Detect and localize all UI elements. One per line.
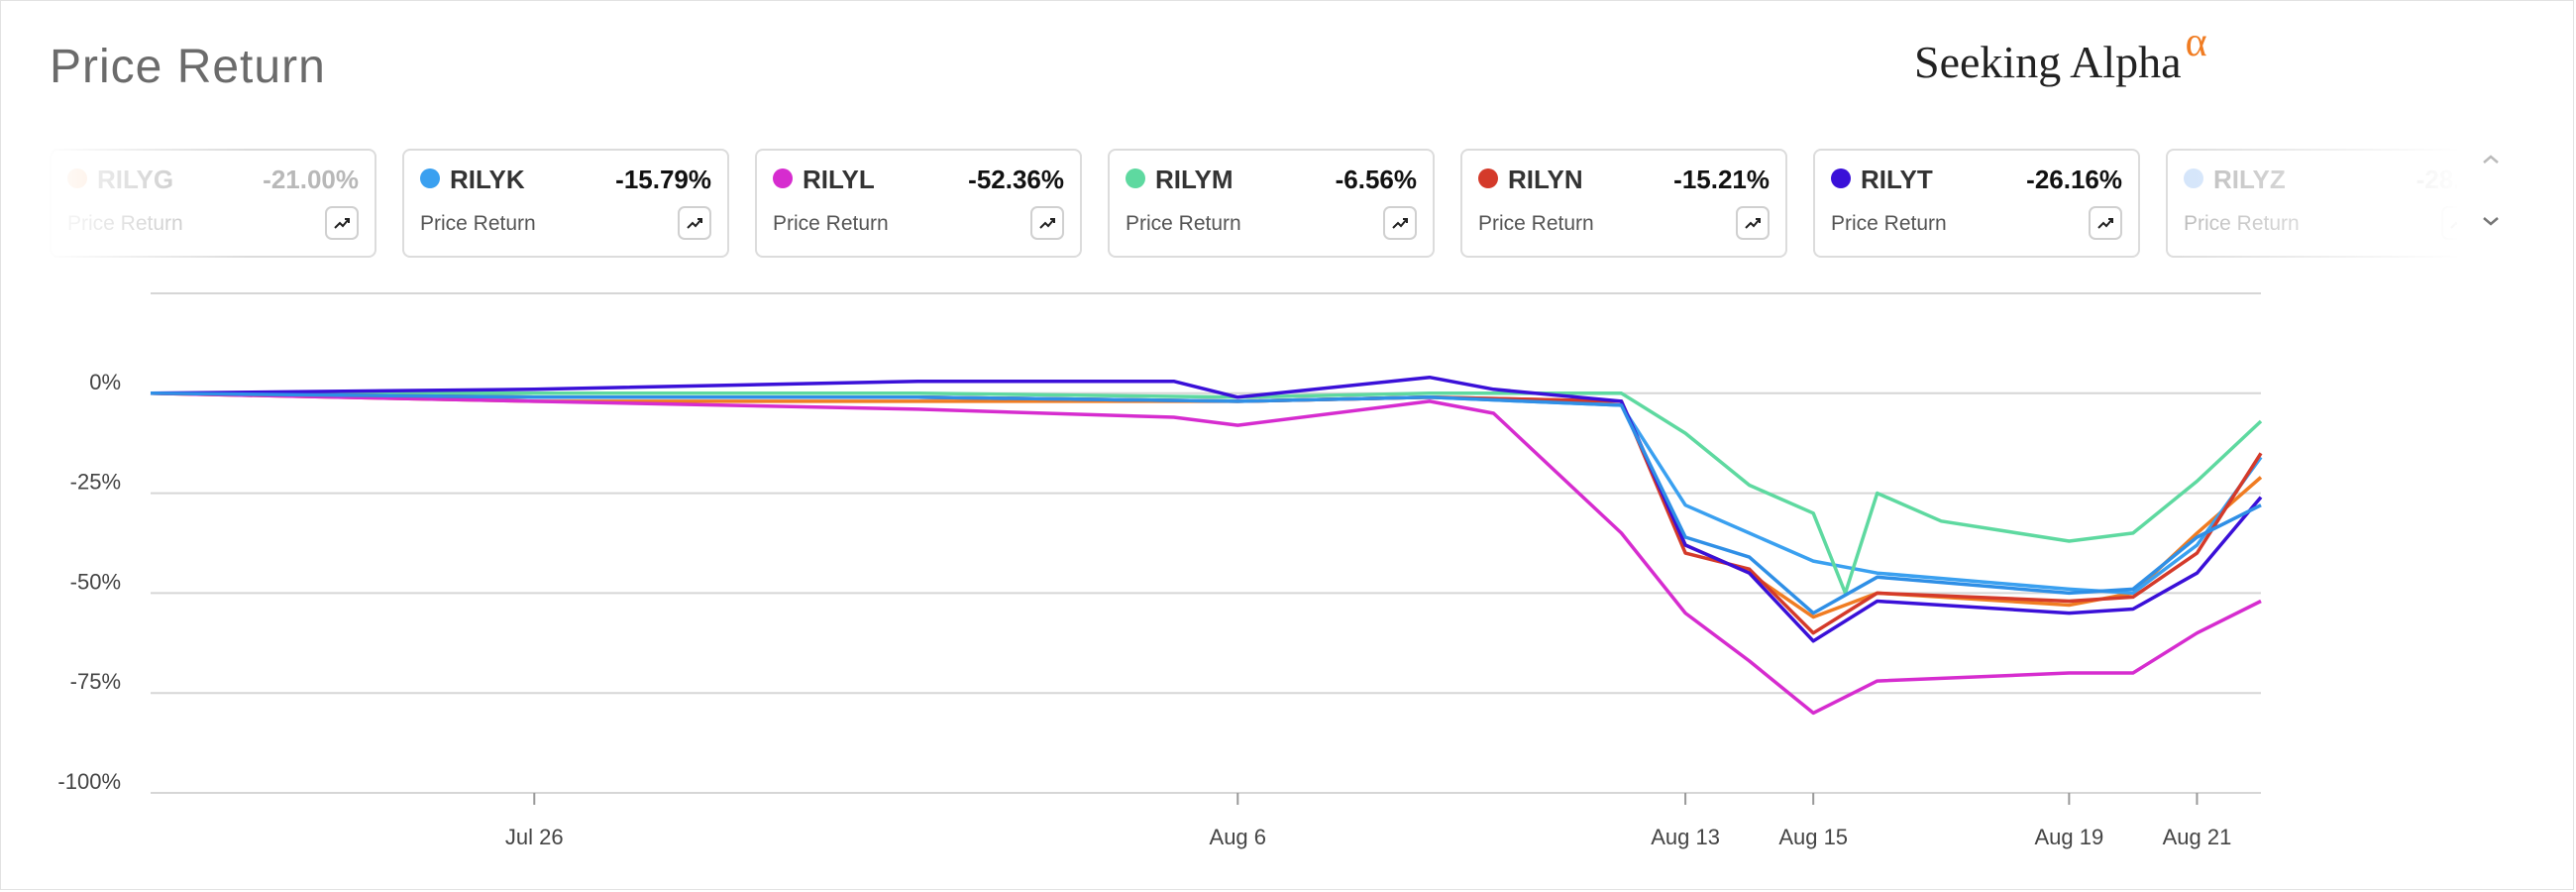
series-line-rilyz[interactable] xyxy=(150,391,2262,615)
series-color-dot xyxy=(1478,168,1498,188)
ticker-card-rilyg[interactable]: RILYG -21.00% Price Return xyxy=(50,149,376,258)
ticker-symbol: RILYZ xyxy=(2213,165,2286,194)
ticker-symbol: RILYT xyxy=(1861,165,1933,194)
trend-icon[interactable] xyxy=(1030,206,1064,240)
brand-text: Seeking Alpha xyxy=(1914,37,2182,87)
ticker-return: -21.00% xyxy=(263,165,359,194)
ticker-card-rilyk[interactable]: RILYK -15.79% Price Return xyxy=(402,149,729,258)
series-color-dot xyxy=(67,168,87,188)
ticker-metric-label: Price Return xyxy=(420,212,536,235)
ticker-return: -52.36% xyxy=(968,165,1064,194)
x-tick-label: Aug 13 xyxy=(1651,825,1720,849)
ticker-metric-label: Price Return xyxy=(1831,212,1947,235)
y-tick-label: -25% xyxy=(70,470,121,495)
price-return-chart: 0% -25% -50% -75% -100% Jul 26 Aug 6 Aug 13 Aug… xyxy=(57,292,2263,849)
ticker-metric-label: Price Return xyxy=(773,212,889,235)
y-tick-label: 0% xyxy=(89,370,121,394)
ticker-symbol: RILYK xyxy=(450,165,525,194)
ticker-metric-label: Price Return xyxy=(1478,212,1594,235)
page-title: Price Return xyxy=(50,41,326,93)
x-axis: Jul 26 Aug 6 Aug 13 Aug 15 Aug 19 Aug 21 xyxy=(505,793,2231,849)
x-tick-label: Aug 21 xyxy=(2163,825,2232,849)
x-tick-label: Jul 26 xyxy=(505,825,564,849)
ticker-metric-label: Price Return xyxy=(2184,212,2300,235)
trend-icon[interactable] xyxy=(1736,206,1770,240)
trend-icon[interactable] xyxy=(2089,206,2122,240)
ticker-return: -6.56% xyxy=(1335,165,1417,194)
series-color-dot xyxy=(420,168,440,188)
ticker-return: -15.21% xyxy=(1673,165,1770,194)
ticker-symbol: RILYN xyxy=(1508,165,1583,194)
x-tick-label: Aug 19 xyxy=(2034,825,2103,849)
y-tick-label: -75% xyxy=(70,669,121,694)
ticker-card-rilyz[interactable]: RILYZ -28.3 Price Return xyxy=(2166,149,2457,258)
ticker-metric-label: Price Return xyxy=(67,212,183,235)
series-color-dot xyxy=(1831,168,1851,188)
chevron-down-icon[interactable] xyxy=(2477,206,2505,234)
series-color-dot xyxy=(1126,168,1145,188)
series-line-rilyl[interactable] xyxy=(150,391,2262,716)
ticker-return: -28.3 xyxy=(2415,165,2457,194)
trend-icon[interactable] xyxy=(1383,206,1417,240)
chart-grid xyxy=(151,292,2261,794)
ticker-return: -26.16% xyxy=(2026,165,2122,194)
y-axis: 0% -25% -50% -75% -100% xyxy=(57,370,121,794)
ticker-symbol: RILYM xyxy=(1155,165,1234,194)
series-line-rilyn[interactable] xyxy=(150,391,2263,635)
trend-icon[interactable] xyxy=(2441,206,2457,240)
series-line-rilyt[interactable] xyxy=(150,375,2263,643)
ticker-card-rilyt[interactable]: RILYT -26.16% Price Return xyxy=(1813,149,2140,258)
y-tick-label: -100% xyxy=(57,769,121,794)
series-color-dot xyxy=(773,168,793,188)
ticker-metric-label: Price Return xyxy=(1126,212,1241,235)
series-color-dot xyxy=(2184,168,2203,188)
alpha-mark: α xyxy=(2185,20,2207,65)
trend-icon[interactable] xyxy=(325,206,359,240)
y-tick-label: -50% xyxy=(70,569,121,594)
ticker-return: -15.79% xyxy=(615,165,711,194)
ticker-symbol: RILYL xyxy=(803,165,875,194)
ticker-cards-strip: RILYG -21.00% Price Return RILYK -15.79% Pric… xyxy=(50,149,2457,262)
ticker-card-rilyl[interactable]: RILYL -52.36% Price Return xyxy=(755,149,1082,258)
series-line-rilym[interactable] xyxy=(151,391,2263,596)
ticker-card-rilym[interactable]: RILYM -6.56% Price Return xyxy=(1108,149,1435,258)
ticker-symbol: RILYG xyxy=(97,165,174,194)
seeking-alpha-logo[interactable]: Seeking Alphaα xyxy=(1914,20,2207,88)
ticker-card-rilyn[interactable]: RILYN -15.21% Price Return xyxy=(1460,149,1787,258)
series-lines xyxy=(150,375,2263,716)
trend-icon[interactable] xyxy=(678,206,711,240)
x-tick-label: Aug 6 xyxy=(1210,825,1267,849)
chevron-up-icon[interactable] xyxy=(2477,147,2505,174)
x-tick-label: Aug 15 xyxy=(1778,825,1848,849)
